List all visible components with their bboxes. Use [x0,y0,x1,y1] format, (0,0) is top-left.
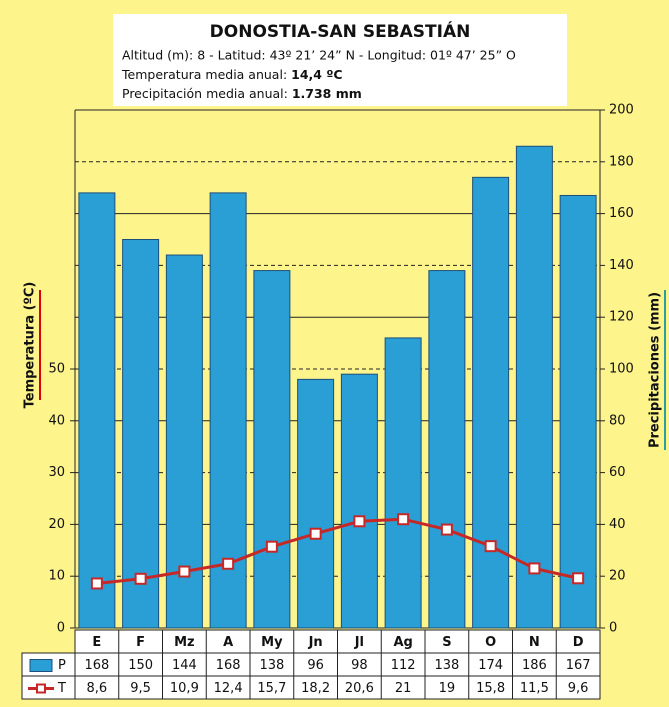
table-value: 15,8 [476,681,505,696]
bar [428,270,466,629]
table-value: 18,2 [301,681,330,696]
x-tick-label: Jl [354,635,364,650]
y2-tick-label: 140 [609,258,634,273]
y2-tick-label: 160 [609,206,634,221]
y2-axis-label: Precipitaciones (mm) [648,292,663,448]
prec-mean-label: Precipitación media anual: [122,86,288,101]
table-value: 112 [391,658,416,673]
bar [253,270,291,629]
legend-label: P [58,658,66,673]
bar [78,192,116,629]
table-value: 168 [216,658,241,673]
x-tick-label: A [223,635,233,650]
x-tick-label: F [136,635,145,650]
y-tick-label: 20 [48,517,65,532]
temp-mean: Temperatura media anual: 14,4 ºC [121,67,343,82]
x-tick-label: S [442,635,451,650]
temp-mean-value: 14,4 ºC [291,67,342,82]
bar [209,192,247,629]
y-axis-label: Temperatura (ºC) [23,282,38,409]
table-value: 21 [395,681,412,696]
prec-mean-value: 1.738 mm [292,86,362,101]
y-tick-label: 40 [48,413,65,428]
y2-tick-label: 80 [609,413,626,428]
y2-tick-label: 20 [609,569,626,584]
x-tick-label: O [485,635,496,650]
x-tick-label: Mz [174,635,195,650]
y2-tick-label: 60 [609,465,626,480]
y2-tick-label: 40 [609,517,626,532]
temperature-line [96,517,579,585]
table-value: 150 [128,658,153,673]
table-value: 138 [259,658,284,673]
legend-label: T [57,681,66,696]
temperature-marker [440,523,453,536]
temperature-marker [134,572,147,585]
temp-mean-label: Temperatura media anual: [121,67,287,82]
y-tick-label: 0 [57,621,65,636]
table-value: 174 [478,658,503,673]
table-value: 9,6 [568,681,589,696]
table-value: 19 [439,681,456,696]
table-value: 168 [84,658,109,673]
table-value: 144 [172,658,197,673]
legend-swatch [29,659,53,672]
table-value: 15,7 [257,681,286,696]
bar [559,194,597,629]
x-tick-label: E [92,635,101,650]
x-tick-label: D [573,635,584,650]
y2-tick-label: 100 [609,362,634,377]
y-tick-label: 10 [48,569,65,584]
x-tick-label: Jn [308,635,323,650]
bar [297,378,335,629]
table-value: 186 [522,658,547,673]
table-value: 96 [307,658,324,673]
x-tick-label: Ag [393,635,412,650]
temperature-marker [222,557,235,570]
table-value: 11,5 [520,681,549,696]
bar [340,373,378,629]
temperature-marker [178,565,191,578]
info-box [113,14,567,106]
table-value: 167 [566,658,591,673]
bar [384,337,422,629]
table-value: 12,4 [214,681,243,696]
table-value: 9,5 [130,681,151,696]
y-tick-label: 30 [48,465,65,480]
y2-tick-label: 120 [609,310,634,325]
temperature-marker [309,527,322,540]
y2-tick-label: 0 [609,621,617,636]
temperature-marker [90,577,103,590]
y2-tick-label: 200 [609,103,634,118]
table-value: 10,9 [170,681,199,696]
temperature-marker [353,515,366,528]
legend-marker [36,683,46,694]
table-value: 98 [351,658,368,673]
temperature-marker [397,513,410,526]
chart-title: DONOSTIA-SAN SEBASTIÁN [210,20,471,42]
table-value: 20,6 [345,681,374,696]
table-value: 8,6 [87,681,108,696]
bar [122,239,160,629]
temperature-marker [528,562,541,575]
temperature-marker [265,540,278,553]
x-tick-label: N [529,635,540,650]
prec-mean: Precipitación media anual: 1.738 mm [122,86,362,101]
bar [472,176,510,629]
x-tick-label: My [261,635,283,650]
y-tick-label: 50 [48,362,65,377]
temperature-marker [572,572,585,585]
temperature-marker [484,540,497,553]
table-value: 138 [434,658,459,673]
location: Altitud (m): 8 - Latitud: 43º 21’ 24” N … [122,48,516,63]
y2-tick-label: 180 [609,154,634,169]
bar [515,145,553,629]
